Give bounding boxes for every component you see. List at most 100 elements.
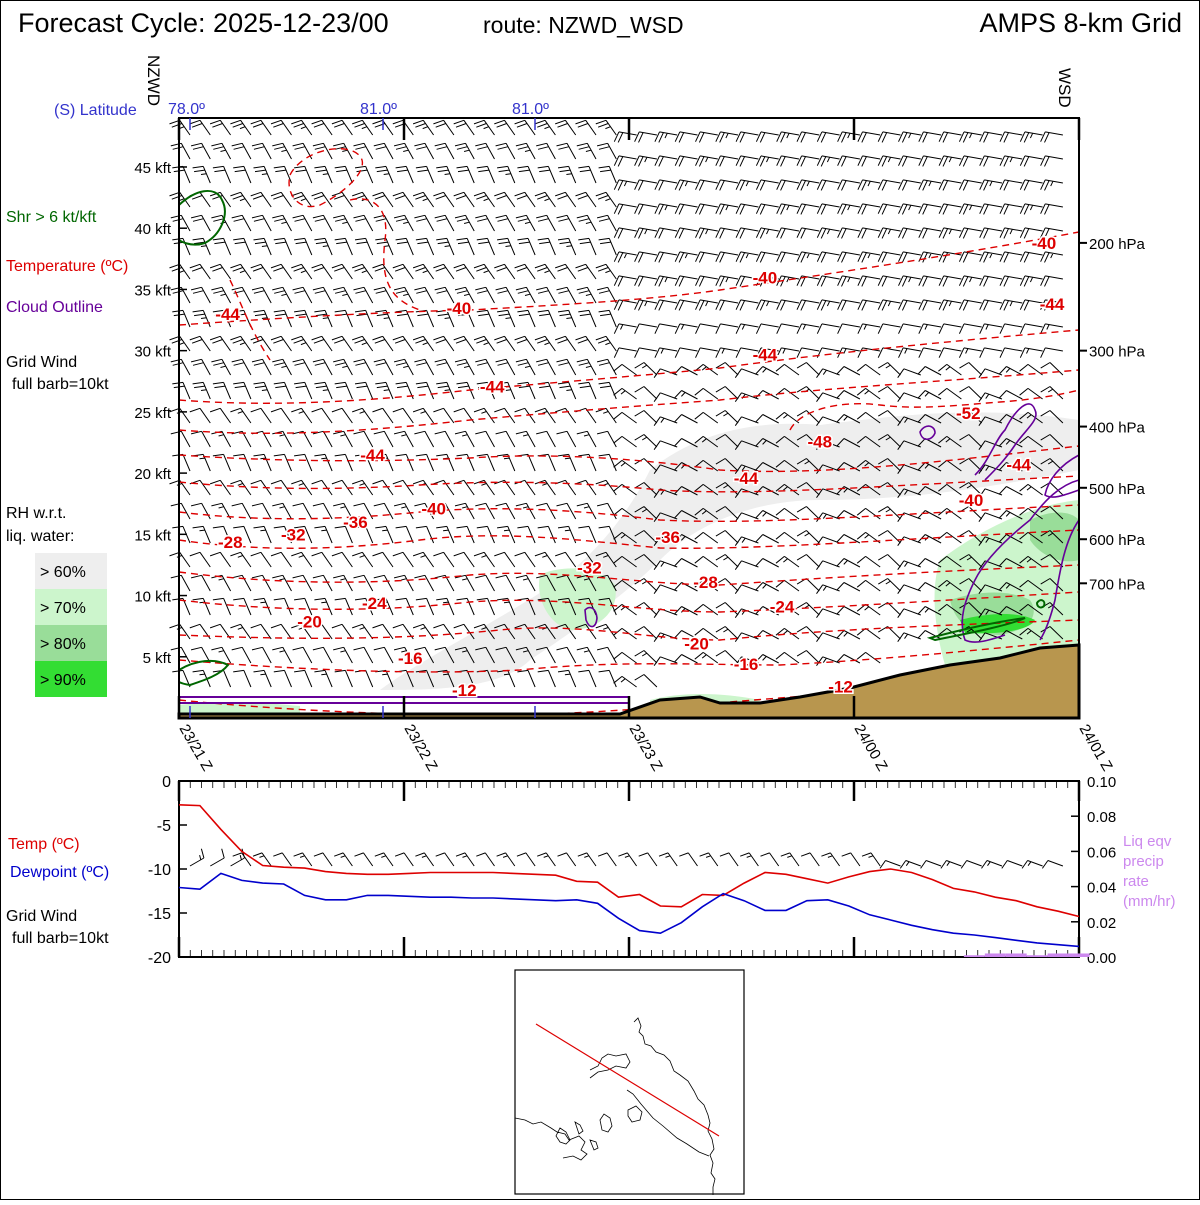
wind-barb: [453, 623, 475, 640]
wind-barb: [634, 410, 658, 424]
wind-barb: [291, 623, 313, 640]
wind-barb: [495, 286, 516, 304]
temperature-contour-label: -12: [828, 677, 853, 696]
wind-barb: [755, 582, 779, 592]
wind-barb: [294, 165, 313, 184]
wind-barb: [210, 848, 225, 867]
wind-barb: [454, 142, 475, 160]
wind-barb: [918, 323, 942, 334]
wind-barb: [595, 119, 617, 136]
wind-barb: [674, 275, 698, 287]
wind-barb: [998, 606, 1023, 616]
wind-barb: [898, 299, 921, 311]
wind-barb: [473, 119, 495, 136]
wind-barb: [334, 165, 353, 184]
wind-barb: [1040, 275, 1063, 287]
wind-barb: [495, 214, 516, 232]
wind-barb: [634, 251, 657, 263]
wind-barb: [836, 438, 861, 448]
wind-barb: [979, 227, 1003, 239]
wind-barb: [331, 407, 353, 424]
wind-barb: [314, 309, 333, 328]
wind-barb: [230, 335, 252, 352]
wind-barb: [272, 574, 292, 592]
wind-barb: [959, 530, 983, 544]
wind-barb: [796, 131, 820, 143]
wind-barb: [537, 669, 556, 688]
wind-barb: [412, 191, 435, 208]
legend-wind-title: Grid Wind: [6, 354, 77, 371]
wind-barb: [938, 299, 962, 311]
wind-barb: [998, 366, 1023, 376]
wind-barb: [209, 407, 232, 424]
wind-barb: [598, 237, 617, 256]
wind-barb: [613, 251, 637, 263]
wind-barb: [233, 669, 252, 688]
wind-barb: [354, 453, 374, 472]
wind-barb: [856, 555, 881, 568]
wind-barb: [878, 554, 901, 568]
isotherm-line: [178, 445, 1080, 473]
wind-barb: [715, 275, 739, 287]
wind-barb: [373, 646, 394, 664]
wind-barb: [999, 251, 1023, 263]
wind-barb: [1019, 251, 1043, 263]
wind-barb: [230, 263, 252, 280]
wind-barb: [715, 362, 739, 376]
wind-barb: [938, 275, 962, 287]
temperature-contour-label: -32: [281, 525, 306, 544]
wind-barb: [857, 251, 881, 263]
wind-barb: [496, 852, 516, 867]
wind-barb: [918, 155, 942, 167]
wind-barb: [575, 335, 597, 352]
wind-barb: [393, 646, 414, 664]
wind-barb: [515, 502, 536, 520]
wind-barb: [231, 646, 252, 664]
wind-barb: [415, 852, 435, 867]
wind-barb: [775, 531, 800, 544]
wind-barb: [192, 525, 211, 544]
wind-barb: [673, 438, 698, 448]
wind-barb: [473, 191, 495, 208]
wind-barb: [253, 597, 272, 616]
wind-barb: [878, 458, 901, 472]
wind-barb: [292, 214, 313, 232]
wind-barb: [836, 414, 861, 424]
wind-barb: [190, 430, 211, 448]
wind-barb: [958, 323, 982, 334]
wind-barb: [414, 142, 435, 160]
wind-barb: [473, 623, 495, 640]
wind-barb: [999, 179, 1023, 191]
wind-barb: [918, 251, 942, 263]
wind-barb: [715, 458, 739, 472]
wind-barb: [1019, 603, 1043, 616]
wind-barb: [270, 551, 292, 568]
wind-barb: [333, 574, 353, 592]
wind-barb: [959, 554, 983, 568]
wind-barb: [755, 510, 779, 520]
wind-barb: [837, 323, 860, 334]
wind-barb: [837, 299, 860, 311]
wind-barb: [536, 430, 556, 448]
wind-barb: [596, 214, 617, 232]
wind-barb: [715, 506, 739, 520]
wind-barb: [918, 299, 942, 311]
wind-barb: [715, 554, 739, 568]
wind-barb: [230, 407, 252, 424]
wind-barb: [312, 142, 333, 160]
surface-y-tick-label: 0: [162, 774, 171, 791]
wind-barb: [673, 534, 698, 544]
wind-barb: [372, 335, 394, 352]
wind-barb: [694, 627, 719, 640]
wind-barb: [857, 179, 881, 191]
isotherm-line: [178, 529, 1080, 549]
wind-barb: [412, 335, 435, 352]
wind-barb: [837, 275, 860, 287]
wind-barb: [372, 263, 394, 280]
wind-barb: [436, 309, 455, 328]
wind-barb: [536, 502, 556, 520]
wind-barb: [715, 347, 739, 358]
wind-barb: [1001, 860, 1023, 869]
wind-barb: [253, 237, 272, 256]
wind-barb: [393, 430, 414, 448]
